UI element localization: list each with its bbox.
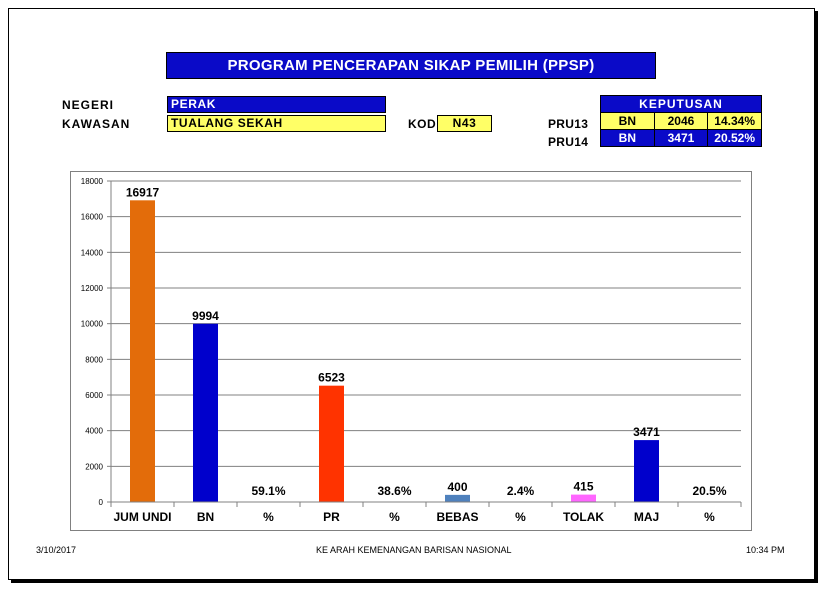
data-label: 59.1% [251,484,285,498]
pru13-party: BN [600,112,655,130]
pru14-pct: 20.52% [707,129,762,147]
bar-tolak [571,494,596,502]
y-tick-label: 6000 [85,391,103,400]
data-label: 9994 [192,309,219,323]
x-tick-label: PR [323,510,340,524]
kod-label: KOD [408,117,437,131]
data-label: 400 [447,480,467,494]
y-tick-label: 2000 [85,462,103,471]
x-tick-label: % [263,510,274,524]
y-tick-label: 16000 [81,213,104,222]
y-tick-label: 10000 [81,320,104,329]
footer-time: 10:34 PM [746,545,785,555]
y-tick-label: 14000 [81,248,104,257]
x-tick-label: % [515,510,526,524]
keputusan-header: KEPUTUSAN [600,95,762,113]
keputusan-table: KEPUTUSAN BN 2046 14.34% BN 3471 20.52% [600,95,762,147]
pru13-votes: 2046 [653,112,709,130]
data-label: 415 [573,480,593,494]
x-tick-label: BN [197,510,214,524]
pru13-label: PRU13 [548,117,589,131]
y-tick-label: 8000 [85,355,103,364]
kawasan-value[interactable]: TUALANG SEKAH [167,115,386,132]
y-tick-label: 4000 [85,427,103,436]
data-label: 38.6% [377,484,411,498]
vote-chart-svg: 0 2000 4000 6000 8000 10000 12000 14000 16000 180… [81,177,742,524]
data-label: 16917 [126,185,160,199]
bar-jum-undi [130,200,155,502]
pru14-label: PRU14 [548,135,589,149]
x-tick-label: TOLAK [563,510,604,524]
x-tick-label: MAJ [634,510,659,524]
pru14-votes: 3471 [653,129,709,147]
x-tick-label: JUM UNDI [113,510,171,524]
vote-chart: 0 2000 4000 6000 8000 10000 12000 14000 16000 180… [70,171,752,531]
bar-pr [319,385,344,502]
keputusan-row-pru13: BN 2046 14.34% [600,112,762,130]
data-label: 20.5% [692,484,726,498]
keputusan-row-pru14: BN 3471 20.52% [600,129,762,147]
footer-date: 3/10/2017 [36,545,77,555]
negeri-label: NEGERI [62,98,115,112]
negeri-value[interactable]: PERAK [167,96,386,113]
kawasan-label: KAWASAN [62,117,131,131]
y-tick-label: 0 [99,498,104,507]
x-tick-label: % [389,510,400,524]
pru14-party: BN [600,129,655,147]
bar-maj [634,440,659,502]
bar-bebas [445,494,470,502]
footer-center: KE ARAH KEMENANGAN BARISAN NASIONAL [316,545,512,555]
data-label: 6523 [318,371,345,385]
data-label: 3471 [633,425,660,439]
kod-value[interactable]: N43 [437,115,492,132]
pru13-pct: 14.34% [707,112,762,130]
y-tick-label: 18000 [81,177,104,186]
data-label: 2.4% [507,484,535,498]
y-tick-label: 12000 [81,284,104,293]
bar-bn [193,323,218,502]
x-tick-label: BEBAS [436,510,478,524]
x-tick-label: % [704,510,715,524]
page-title: PROGRAM PENCERAPAN SIKAP PEMILIH (PPSP) [166,52,656,79]
